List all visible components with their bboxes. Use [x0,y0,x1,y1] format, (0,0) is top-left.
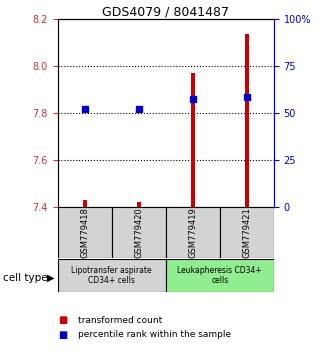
Text: percentile rank within the sample: percentile rank within the sample [78,330,231,339]
Text: GSM779420: GSM779420 [134,207,143,258]
Text: transformed count: transformed count [78,316,162,325]
FancyBboxPatch shape [220,207,274,258]
Text: cell type: cell type [3,273,48,283]
FancyBboxPatch shape [58,259,166,292]
Text: ▶: ▶ [48,273,55,283]
Text: GSM779419: GSM779419 [188,207,197,258]
FancyBboxPatch shape [166,207,220,258]
Bar [137,202,141,207]
FancyBboxPatch shape [58,207,112,258]
FancyBboxPatch shape [166,259,274,292]
Text: ■: ■ [58,315,67,325]
Text: Lipotransfer aspirate
CD34+ cells: Lipotransfer aspirate CD34+ cells [72,266,152,285]
Text: GSM779418: GSM779418 [80,207,89,258]
Bar [83,200,87,207]
Title: GDS4079 / 8041487: GDS4079 / 8041487 [102,5,229,18]
FancyBboxPatch shape [112,207,166,258]
Text: GSM779421: GSM779421 [242,207,251,258]
Text: ■: ■ [58,330,67,339]
Bar [191,73,195,207]
Bar [245,34,249,207]
Text: Leukapheresis CD34+
cells: Leukapheresis CD34+ cells [178,266,262,285]
